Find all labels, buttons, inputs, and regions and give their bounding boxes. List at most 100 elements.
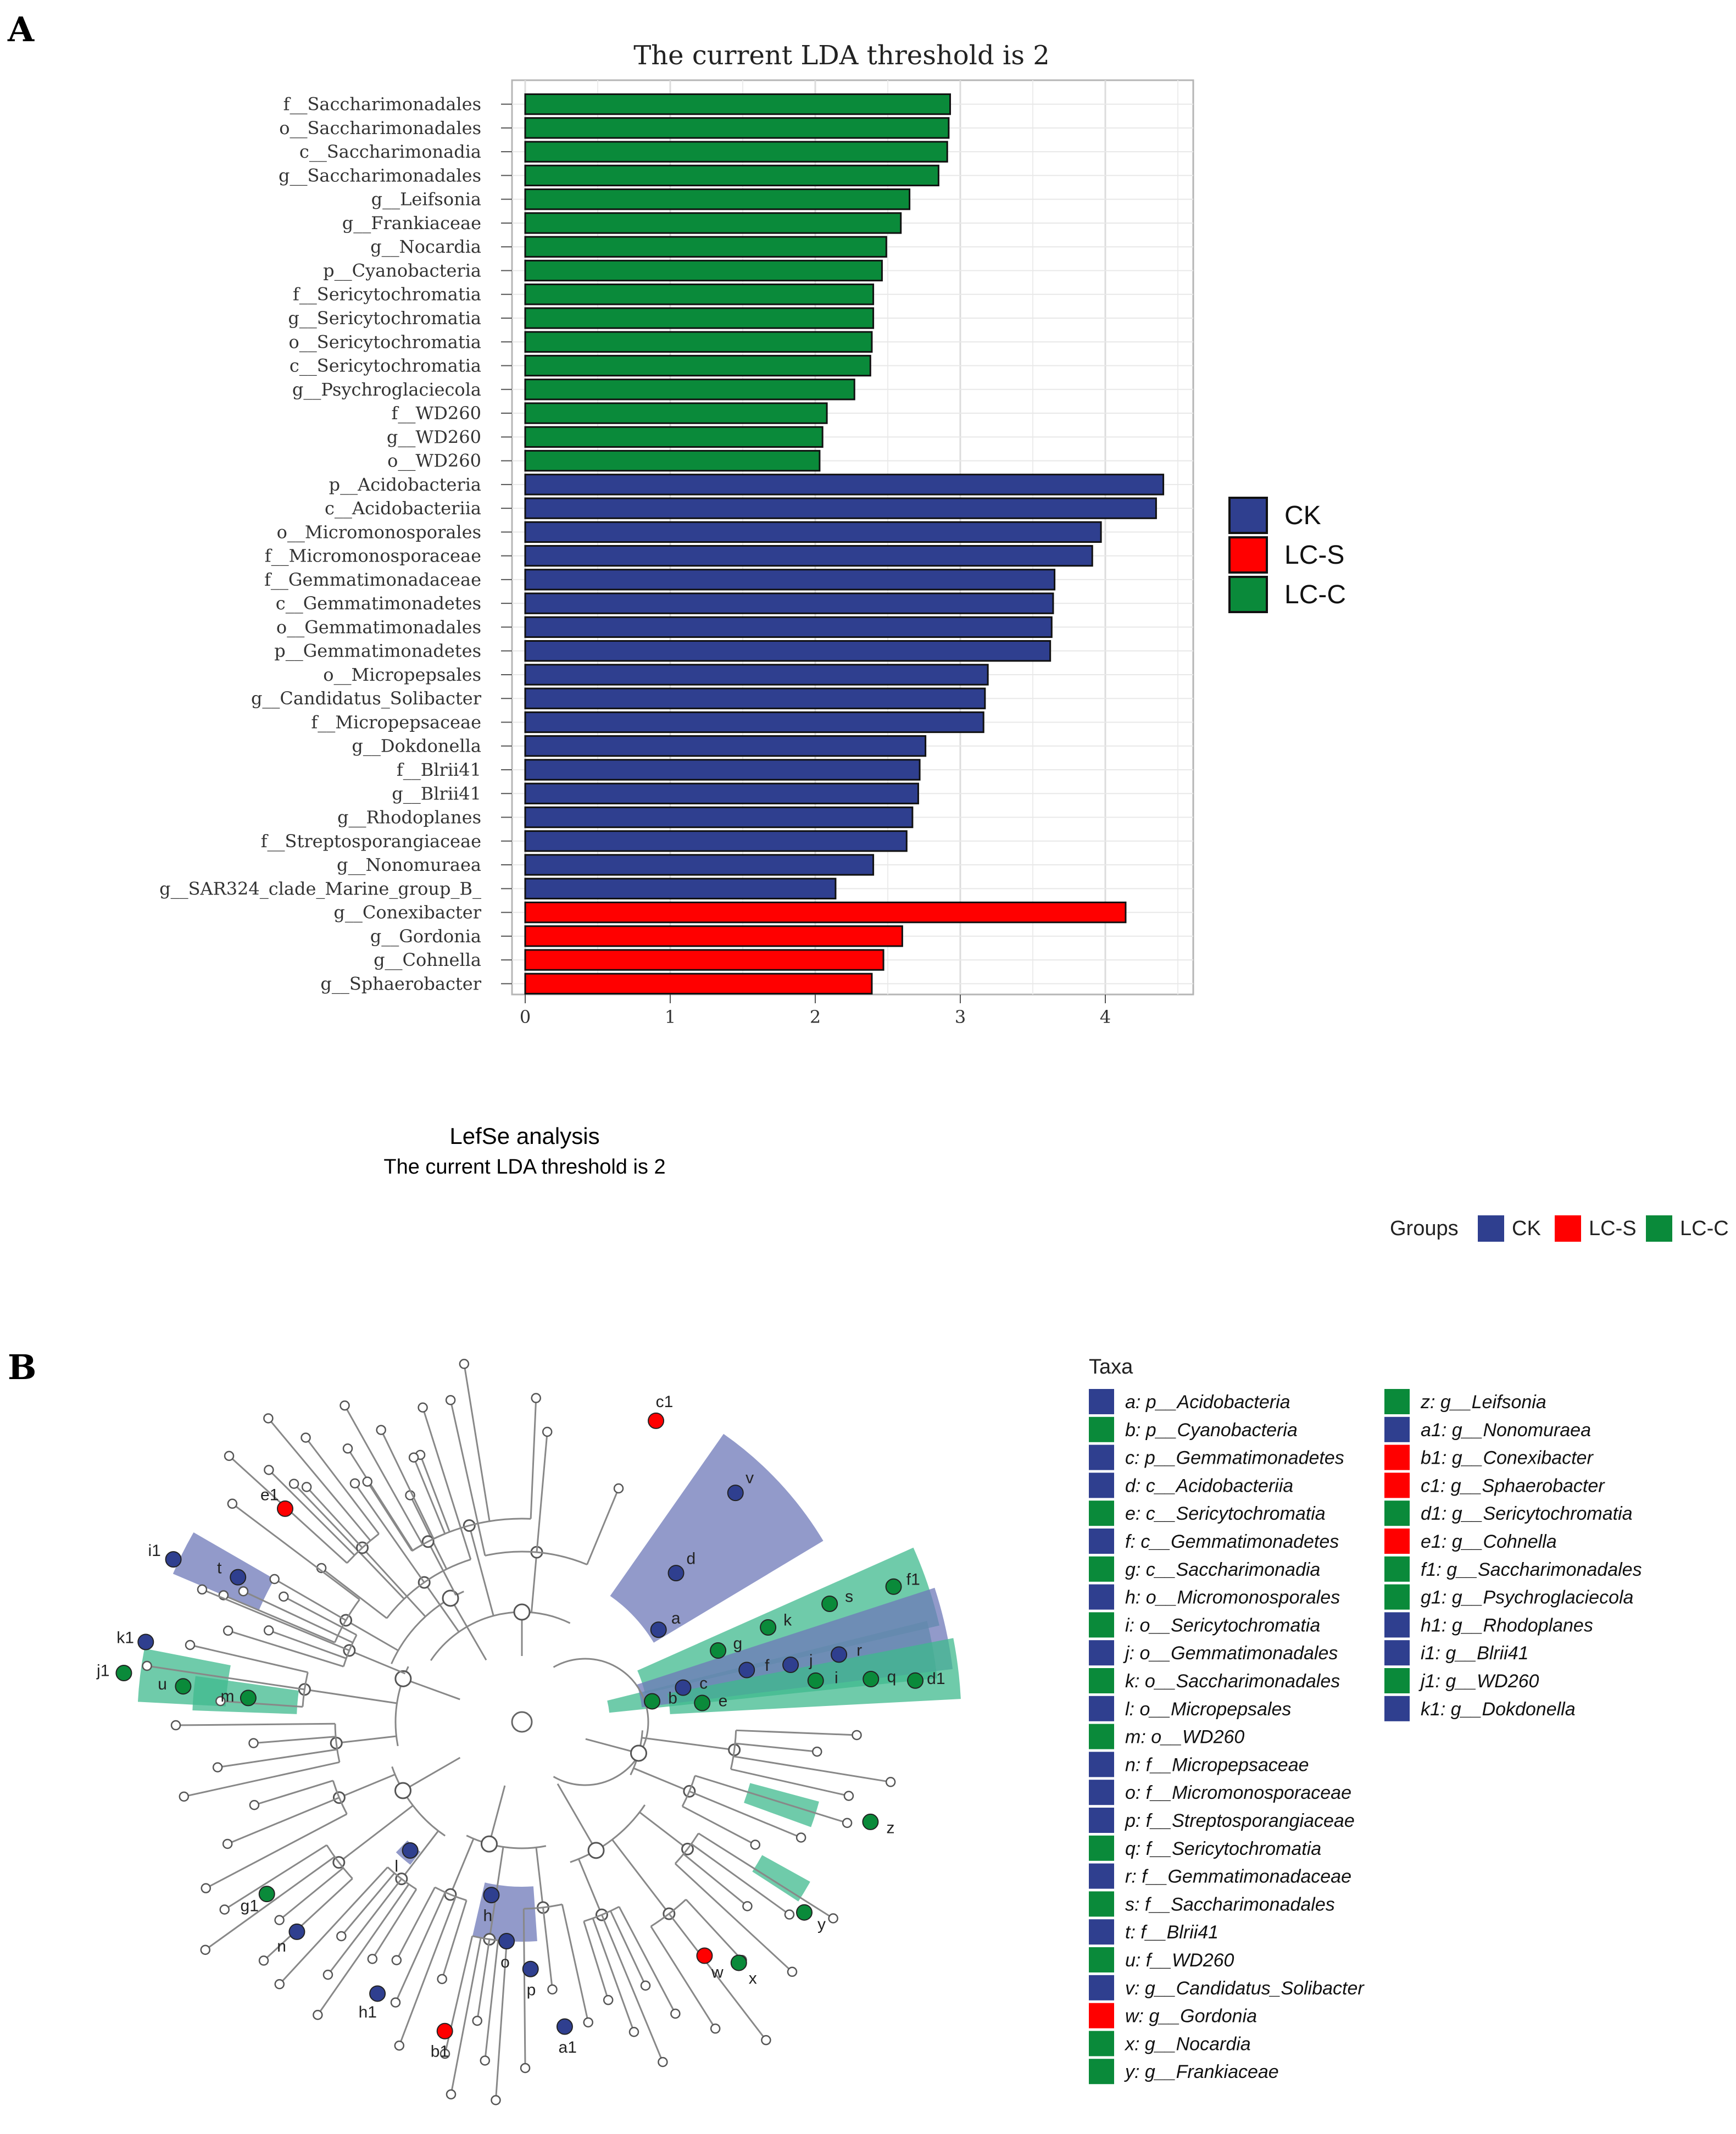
taxa-entry: s: f__Saccharimonadales <box>1125 1894 1335 1915</box>
groups-label: Groups <box>1390 1217 1459 1240</box>
taxa-swatch <box>1089 1416 1114 1442</box>
branch-arc <box>730 1730 737 1770</box>
highlight-z <box>744 1783 819 1827</box>
biomarker-node <box>782 1657 799 1674</box>
leaf-node <box>279 1591 289 1602</box>
leaf-node <box>784 1909 795 1920</box>
clade-node <box>394 1782 411 1799</box>
taxa-swatch <box>1089 2003 1114 2029</box>
branch-arc <box>674 1832 699 1864</box>
bar <box>524 569 1056 591</box>
groups-legend: Groups CK LC-S LC-C <box>1390 1215 1729 1242</box>
category-tick-label: g__WD260 <box>387 426 481 447</box>
leaf-node <box>224 1451 235 1461</box>
leaf-node <box>640 1980 651 1991</box>
branch <box>650 1926 716 2029</box>
clade-letter: c1 <box>656 1393 674 1411</box>
branch <box>488 1785 506 1844</box>
bar <box>524 640 1051 662</box>
leaf-node <box>547 1984 558 1995</box>
branch <box>450 1937 482 2095</box>
biomarker-node <box>276 1500 293 1517</box>
leaf-node <box>812 1746 822 1757</box>
branch <box>349 1649 406 1675</box>
bar <box>524 735 927 757</box>
branch <box>268 1418 371 1541</box>
bar <box>524 117 950 139</box>
branch <box>668 1913 767 2041</box>
category-tick-label: g__Candidatus_Solibacter <box>251 688 482 709</box>
biomarker-node <box>885 1578 902 1595</box>
clade-letter: t <box>217 1559 222 1577</box>
leaf-node <box>491 2095 501 2105</box>
branch <box>427 1541 457 1596</box>
branch <box>449 1598 487 1661</box>
biomarker-node <box>258 1886 275 1903</box>
leaf-node <box>828 1913 838 1924</box>
bar <box>524 188 911 210</box>
leaf-node <box>301 1432 311 1443</box>
clade-node <box>587 1842 605 1859</box>
leaf-node <box>367 1954 378 1964</box>
clade-letter: j <box>809 1652 813 1670</box>
taxa-entry: i: o__Sericytochromatia <box>1125 1615 1320 1636</box>
branch <box>691 1843 790 1915</box>
bar <box>524 664 989 686</box>
bar <box>524 759 921 781</box>
biomarker-node <box>694 1694 711 1711</box>
clade-letter: k <box>783 1611 792 1629</box>
leaf-node <box>212 1762 223 1772</box>
taxa-swatch <box>1089 1863 1114 1889</box>
taxa-swatch <box>1384 1472 1410 1498</box>
clade-letter: e <box>719 1692 728 1710</box>
taxa-entry: v: g__Candidatus_Solibacter <box>1125 1978 1365 1999</box>
branch <box>731 1768 849 1797</box>
bar <box>524 141 948 163</box>
branch <box>675 1863 793 1972</box>
bar <box>524 259 883 282</box>
branch <box>530 1552 538 1613</box>
category-tick-label: g__Rhodoplanes <box>337 807 481 828</box>
biomarker-node <box>807 1672 824 1689</box>
leaf-node <box>274 1979 285 1989</box>
branch <box>204 1856 336 1951</box>
branch <box>361 1547 426 1618</box>
bar <box>524 449 821 472</box>
branch <box>476 1939 491 2021</box>
highlight-h <box>472 1882 537 1942</box>
leaf-node <box>658 2057 668 2068</box>
branch <box>371 1888 418 1960</box>
clade-letter: b <box>668 1690 677 1708</box>
clade-letter: w <box>711 1963 724 1981</box>
leaf-node <box>263 1413 274 1424</box>
leaf-node <box>520 2063 531 2074</box>
highlight-u <box>137 1648 231 1707</box>
category-tick-label: g__Gordonia <box>370 926 481 947</box>
branch <box>409 1494 448 1570</box>
branch <box>305 1437 380 1535</box>
bar <box>524 426 824 448</box>
branch <box>641 1737 735 1751</box>
branch <box>366 1481 413 1552</box>
clade-letter: g1 <box>241 1897 259 1915</box>
category-tick-label: g__Nonomuraea <box>337 854 481 875</box>
branch <box>279 1866 388 1985</box>
biomarker-node <box>907 1672 924 1689</box>
taxa-swatch <box>1089 1668 1114 1693</box>
taxa-entry: u: f__WD260 <box>1125 1950 1234 1971</box>
branch <box>484 1940 499 2061</box>
clade-letter: z <box>886 1819 894 1837</box>
branch <box>400 1830 439 1880</box>
category-tick-label: f__Micromonosporaceae <box>265 546 481 566</box>
taxa-entry: d: c__Acidobacteriia <box>1125 1475 1293 1496</box>
category-tick-label: f__Streptosporangiaceae <box>261 831 481 852</box>
clade-letter: f1 <box>906 1571 920 1589</box>
biomarker-node <box>796 1904 813 1921</box>
leaf-node <box>340 1400 350 1411</box>
clade-letter: u <box>158 1675 167 1693</box>
branch <box>685 1899 743 1961</box>
taxa-swatch <box>1089 1696 1114 1721</box>
branch <box>557 1783 597 1851</box>
category-tick-label: g__Dokdonella <box>352 736 481 757</box>
biomarker-node <box>165 1551 182 1568</box>
